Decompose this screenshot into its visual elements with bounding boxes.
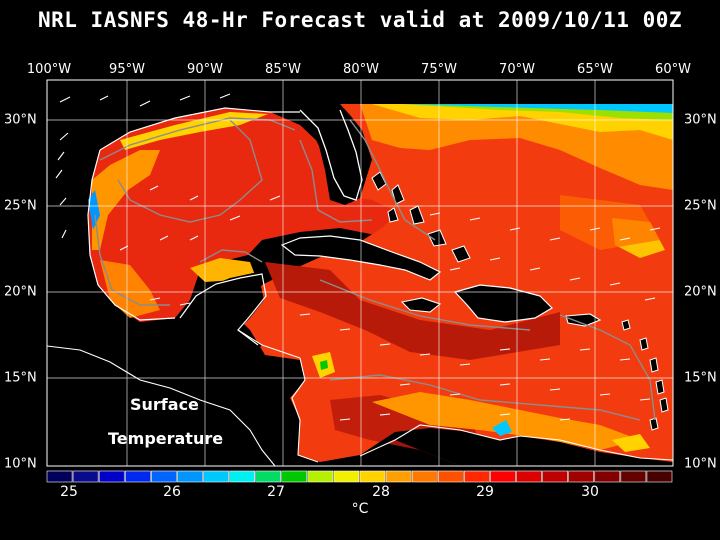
lat-label: 25°N	[684, 198, 717, 214]
map-frame	[46, 79, 674, 467]
darien-cyan-patch	[492, 420, 512, 436]
lat-label: 20°N	[4, 284, 37, 300]
bahamas-islands	[371, 171, 471, 263]
colorbar-swatch	[437, 470, 464, 483]
colorbar-swatch	[542, 470, 568, 483]
lesser-antilles	[621, 319, 669, 431]
colorbar-tick: 25	[60, 484, 78, 500]
lon-label: 75°W	[421, 62, 457, 77]
lat-label: 30°N	[684, 112, 717, 128]
colorbar-swatch	[646, 470, 673, 483]
puerto-rico-island	[565, 313, 602, 327]
colorbar-swatch	[385, 470, 412, 483]
colorbar-swatch	[229, 470, 255, 483]
colorbar-tick: 27	[267, 484, 285, 500]
overlay-label-temperature: Temperature	[108, 429, 224, 448]
yucatan-shelf-cool	[190, 258, 255, 282]
texas-coast	[99, 107, 300, 151]
north-cyan-band	[405, 104, 673, 113]
colorbar-swatch	[255, 470, 282, 483]
pacific-coast	[47, 345, 276, 466]
florida-land	[300, 104, 362, 203]
honduras-green-patch	[320, 360, 328, 370]
gulf-shelf-cool-west	[92, 150, 160, 250]
hispaniola-island	[453, 284, 553, 323]
lon-label: 90°W	[187, 62, 223, 77]
colorbar-tick: 30	[581, 484, 599, 500]
colorbar-swatch	[46, 470, 73, 483]
colorbar-tick: 26	[163, 484, 181, 500]
colorbar-swatch	[124, 470, 151, 483]
colorbar-swatch	[464, 470, 490, 483]
lat-label: 10°N	[684, 456, 717, 472]
colorbar-swatch	[203, 470, 229, 483]
lon-label: 65°W	[577, 62, 613, 77]
colorbar-swatch	[307, 470, 334, 483]
lon-label: 100°W	[26, 62, 72, 77]
lat-label: 15°N	[684, 370, 717, 386]
lat-label: 10°N	[4, 456, 37, 472]
lat-label: 25°N	[4, 198, 37, 214]
lon-label: 70°W	[499, 62, 535, 77]
trinidad-yellow-patch	[612, 434, 650, 452]
wind-vectors	[55, 93, 661, 421]
central-america-coast	[237, 329, 319, 463]
lon-label: 60°W	[655, 62, 691, 77]
colorbar-tick: 29	[476, 484, 494, 500]
forecast-title: NRL IASNFS 48-Hr Forecast valid at 2009/…	[37, 8, 682, 32]
lon-label: 95°W	[109, 62, 145, 77]
colorbar-swatch	[594, 470, 621, 483]
florida-coast	[299, 109, 363, 201]
lon-label: 80°W	[343, 62, 379, 77]
colorbar-swatch	[568, 470, 595, 483]
east-orange-patch	[560, 195, 660, 250]
colorbar-swatch	[98, 470, 125, 483]
gulf-of-mexico-sst	[88, 108, 400, 322]
colorbar-swatch	[490, 470, 516, 483]
colorbar-swatch	[177, 470, 203, 483]
colorbar-swatch	[411, 470, 438, 483]
caribbean-warm-pool	[265, 262, 560, 360]
colorbar-swatch	[333, 470, 360, 483]
colorbar-swatch	[281, 470, 308, 483]
colorbar-swatch	[359, 470, 386, 483]
overlay-label-surface: Surface	[130, 395, 199, 414]
lon-label: 85°W	[265, 62, 301, 77]
colorbar	[46, 470, 673, 483]
lat-label: 20°N	[684, 284, 717, 300]
atlantic-caribbean-sst	[235, 104, 673, 466]
south-america-coast	[359, 424, 673, 461]
colorbar-swatch	[516, 470, 542, 483]
colorbar-tick: 28	[372, 484, 390, 500]
colorbar-swatch	[72, 470, 99, 483]
lat-label: 15°N	[4, 370, 37, 386]
central-america-land	[47, 322, 320, 466]
gulf-shelf-cyan	[88, 190, 100, 230]
colorbar-unit: °C	[351, 501, 369, 517]
gulf-south-orange	[100, 260, 160, 318]
colorbar-swatch	[151, 470, 177, 483]
lat-label: 30°N	[4, 112, 37, 128]
graticule	[47, 80, 673, 466]
colorbar-swatch	[620, 470, 647, 483]
mexico-coast	[87, 149, 176, 321]
jamaica-island	[400, 297, 442, 313]
bathymetry-contours	[94, 117, 656, 421]
